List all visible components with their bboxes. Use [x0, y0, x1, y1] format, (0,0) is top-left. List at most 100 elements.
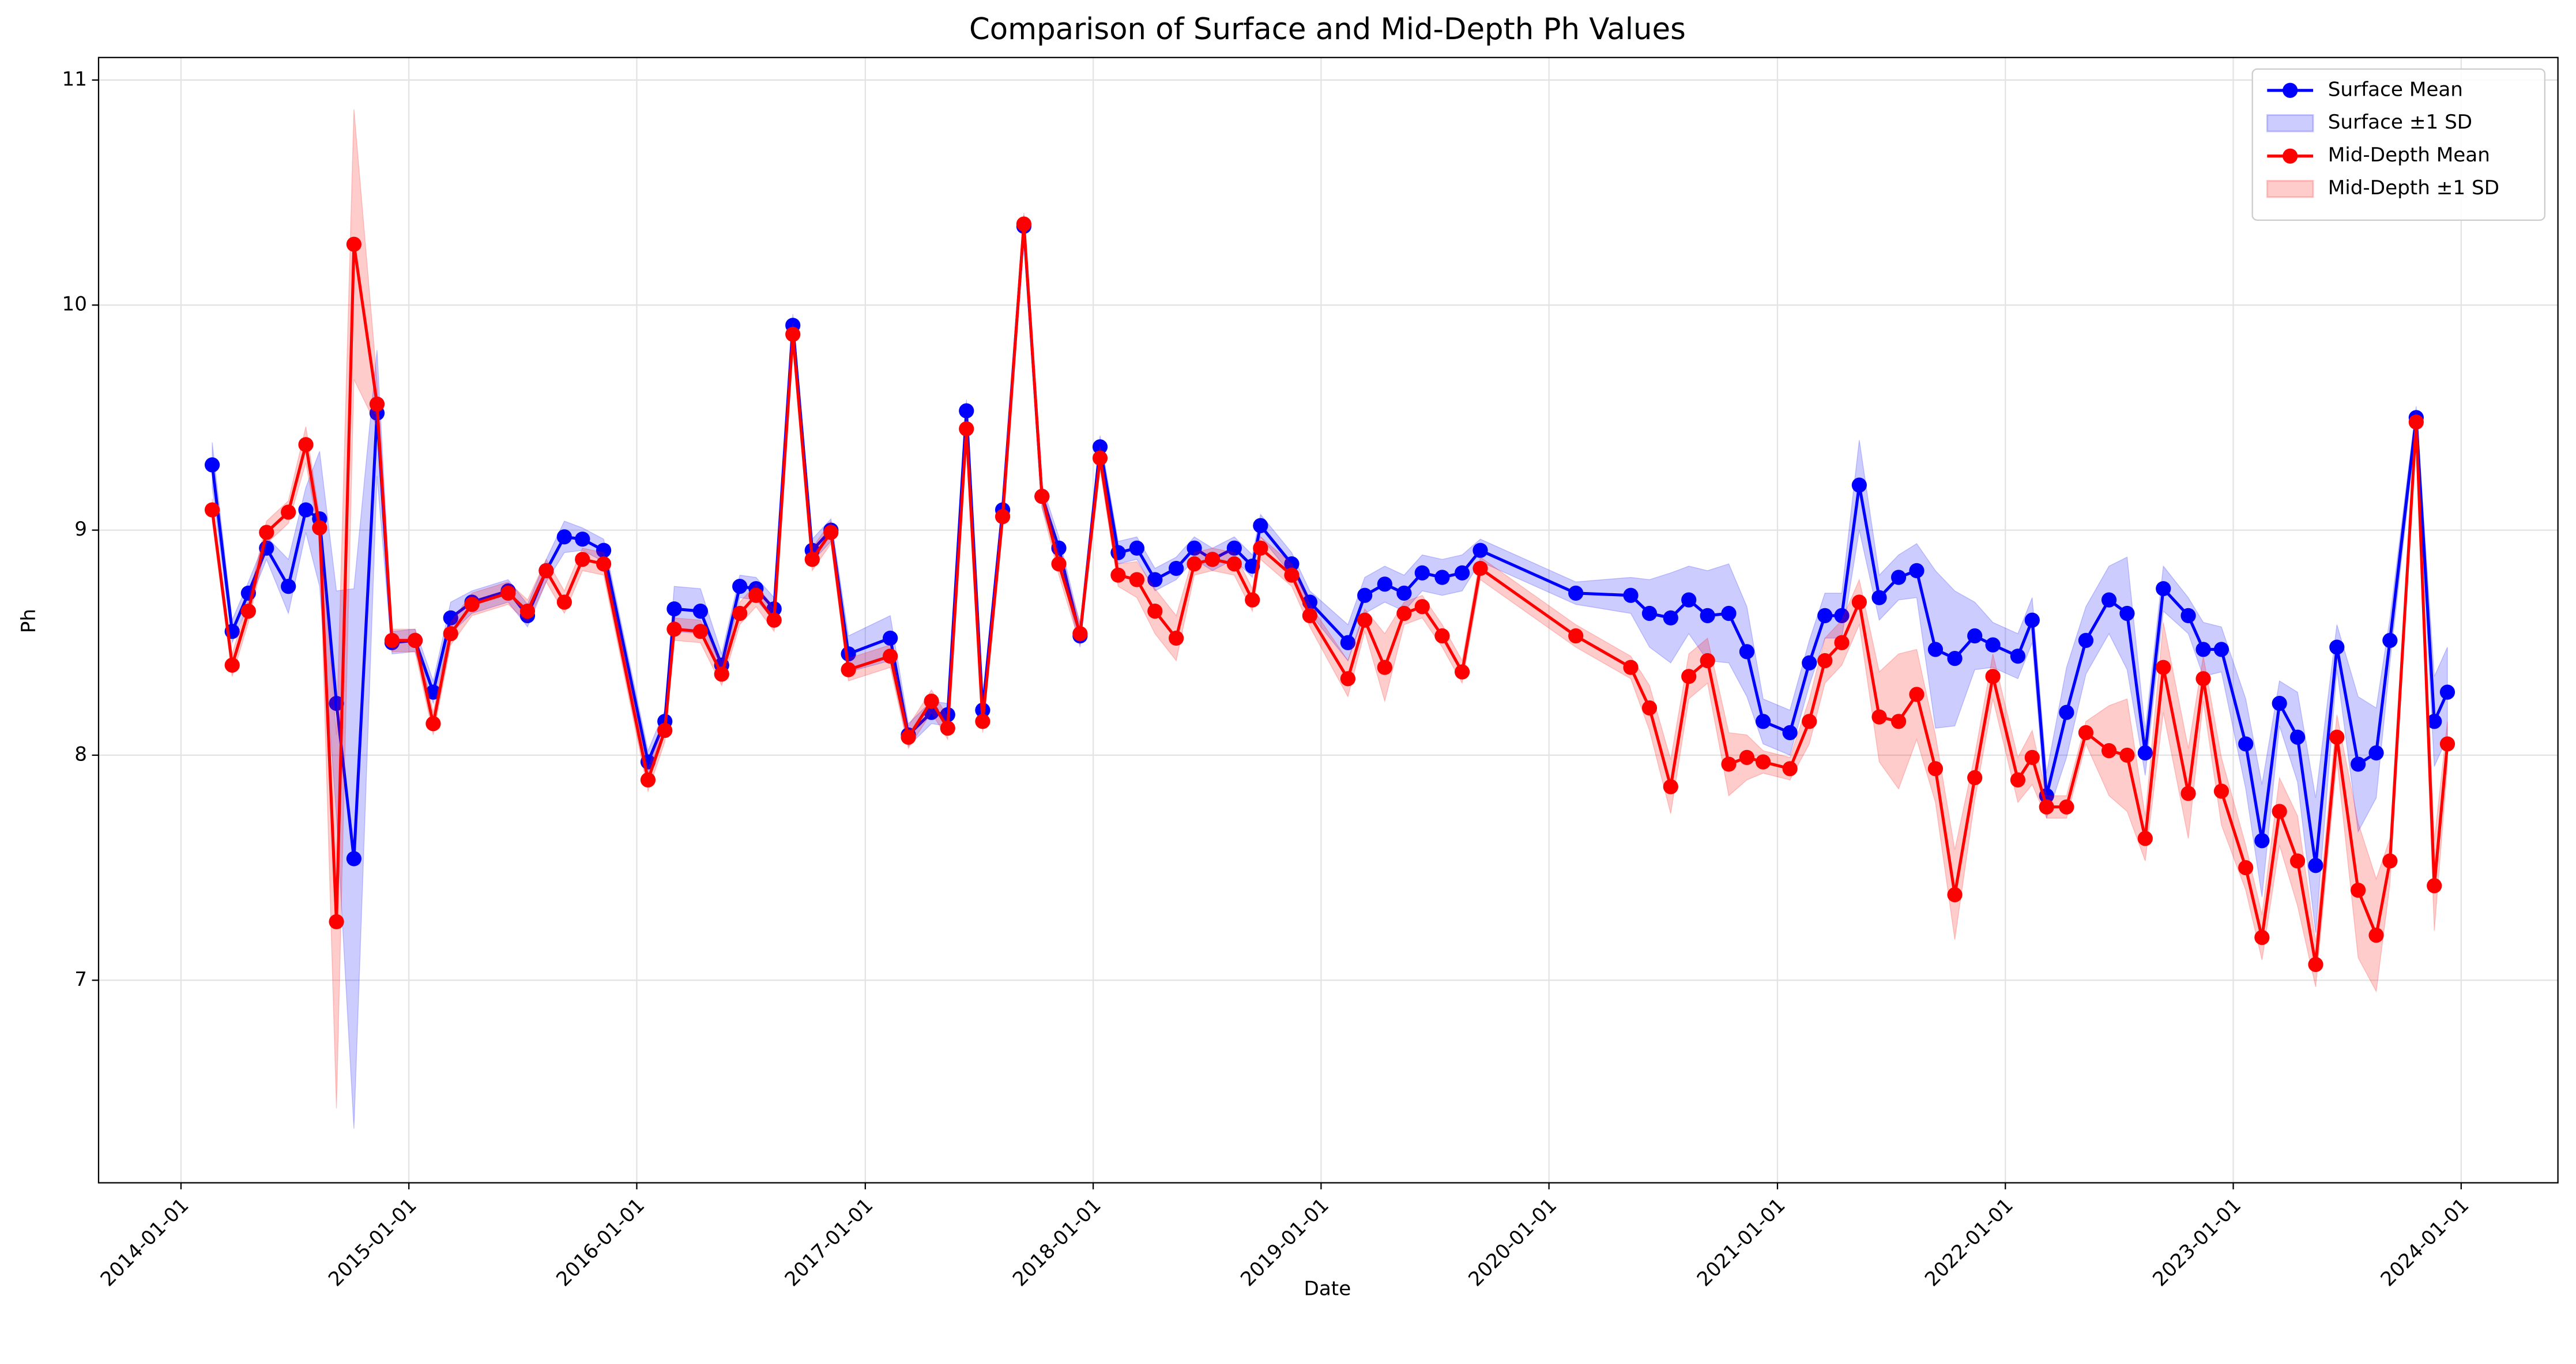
marker: [1890, 570, 1907, 585]
marker: [2308, 956, 2323, 973]
marker: [1802, 714, 1817, 729]
marker: [2308, 858, 2323, 873]
marker: [1357, 612, 1373, 628]
marker: [2101, 743, 2117, 759]
marker: [1340, 671, 1356, 687]
marker: [1340, 635, 1356, 650]
marker: [1947, 887, 1963, 903]
marker: [1909, 563, 1925, 578]
marker: [2329, 639, 2345, 655]
marker: [369, 396, 385, 412]
y-axis-label: Ph: [17, 609, 40, 633]
marker: [804, 552, 820, 567]
marker: [2010, 649, 2026, 664]
marker: [975, 714, 991, 729]
marker: [538, 563, 554, 578]
marker: [1147, 603, 1163, 619]
marker: [298, 437, 314, 453]
marker: [2427, 878, 2442, 894]
marker: [384, 632, 400, 648]
y-tick-label: 7: [74, 968, 87, 991]
marker: [1454, 565, 1470, 581]
legend-patch: [2266, 180, 2314, 198]
marker: [464, 597, 480, 612]
marker: [1110, 567, 1126, 583]
marker: [2382, 632, 2398, 648]
marker: [224, 657, 240, 673]
marker: [841, 662, 856, 677]
marker: [1851, 594, 1867, 610]
marker: [959, 421, 974, 437]
marker: [1623, 587, 1639, 603]
marker: [556, 594, 572, 610]
marker: [2059, 799, 2074, 815]
marker: [1454, 664, 1470, 680]
marker: [596, 542, 612, 558]
marker: [575, 552, 590, 567]
marker: [1721, 605, 1737, 621]
marker: [329, 696, 344, 711]
marker: [1927, 642, 1944, 657]
marker: [519, 603, 536, 619]
marker: [2351, 756, 2366, 772]
marker: [1396, 605, 1412, 621]
y-tick-label: 8: [74, 743, 87, 766]
marker: [2368, 745, 2384, 761]
marker: [312, 520, 327, 536]
marker: [714, 666, 729, 682]
marker: [556, 529, 572, 545]
marker: [692, 624, 709, 639]
marker: [425, 716, 441, 732]
marker: [2180, 608, 2196, 624]
marker: [346, 236, 361, 252]
marker: [425, 684, 441, 700]
marker: [407, 632, 423, 648]
marker: [1755, 714, 1771, 729]
marker: [883, 630, 898, 646]
marker: [2408, 415, 2424, 430]
marker: [1568, 628, 1584, 644]
marker: [1802, 655, 1817, 670]
marker: [2427, 714, 2442, 729]
marker: [2254, 930, 2270, 945]
legend-patch: [2266, 114, 2314, 133]
marker: [2059, 704, 2074, 720]
marker: [2119, 747, 2135, 763]
marker: [2010, 772, 2026, 787]
marker: [1253, 518, 1268, 533]
marker: [1782, 761, 1798, 777]
marker: [1051, 556, 1067, 572]
marker: [883, 649, 898, 664]
marker: [346, 851, 361, 866]
marker: [500, 585, 516, 601]
legend-label: Mid-Depth ±1 SD: [2328, 176, 2499, 199]
marker: [443, 610, 458, 626]
marker: [2039, 799, 2054, 815]
marker: [1834, 635, 1850, 650]
marker: [1016, 216, 1031, 232]
marker: [2101, 592, 2117, 608]
marker: [1226, 540, 1242, 556]
marker: [1434, 570, 1450, 585]
marker: [1092, 450, 1108, 466]
marker: [2119, 605, 2135, 621]
marker: [1641, 700, 1658, 716]
marker: [2238, 860, 2254, 876]
marker: [2382, 853, 2398, 869]
marker: [2289, 853, 2306, 869]
marker: [1700, 653, 1715, 669]
marker: [1890, 714, 1907, 729]
marker: [1284, 556, 1300, 572]
marker: [596, 556, 612, 572]
y-tick-label: 10: [62, 293, 88, 316]
marker: [1302, 608, 1317, 624]
marker: [1169, 630, 1184, 646]
marker: [2078, 725, 2094, 741]
marker: [2213, 783, 2229, 799]
marker: [2180, 786, 2196, 801]
marker: [2272, 804, 2287, 819]
marker: [1721, 756, 1737, 772]
marker: [1284, 567, 1300, 583]
marker: [1985, 637, 2001, 653]
marker: [2351, 883, 2366, 898]
